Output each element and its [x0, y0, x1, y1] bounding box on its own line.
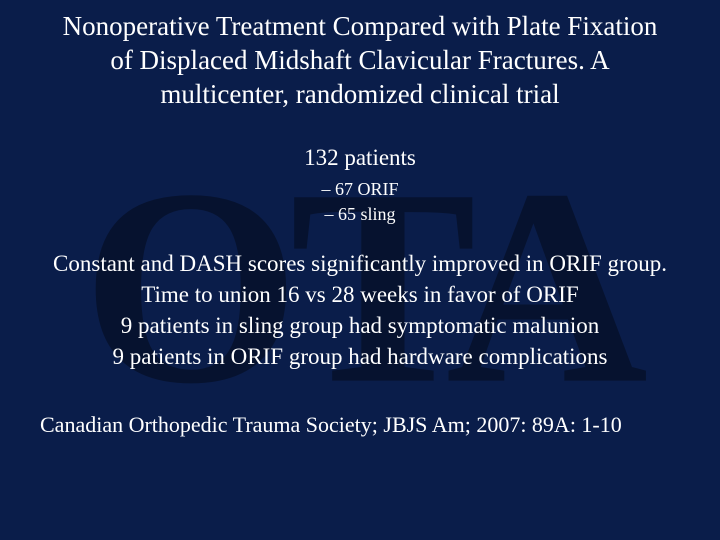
citation-text: Canadian Orthopedic Trauma Society; JBJS… [30, 412, 690, 438]
sub-item: – 67 ORIF [30, 177, 690, 201]
finding-line: 9 patients in sling group had symptomati… [35, 310, 685, 341]
finding-line: 9 patients in ORIF group had hardware co… [35, 341, 685, 372]
patient-subgroups: – 67 ORIF – 65 sling [30, 177, 690, 226]
findings-block: Constant and DASH scores significantly i… [30, 248, 690, 372]
finding-line: Constant and DASH scores significantly i… [35, 248, 685, 279]
slide-content: Nonoperative Treatment Compared with Pla… [0, 0, 720, 540]
slide-title: Nonoperative Treatment Compared with Pla… [30, 10, 690, 111]
sub-item: – 65 sling [30, 202, 690, 226]
finding-line: Time to union 16 vs 28 weeks in favor of… [35, 279, 685, 310]
patients-count: 132 patients [30, 145, 690, 171]
